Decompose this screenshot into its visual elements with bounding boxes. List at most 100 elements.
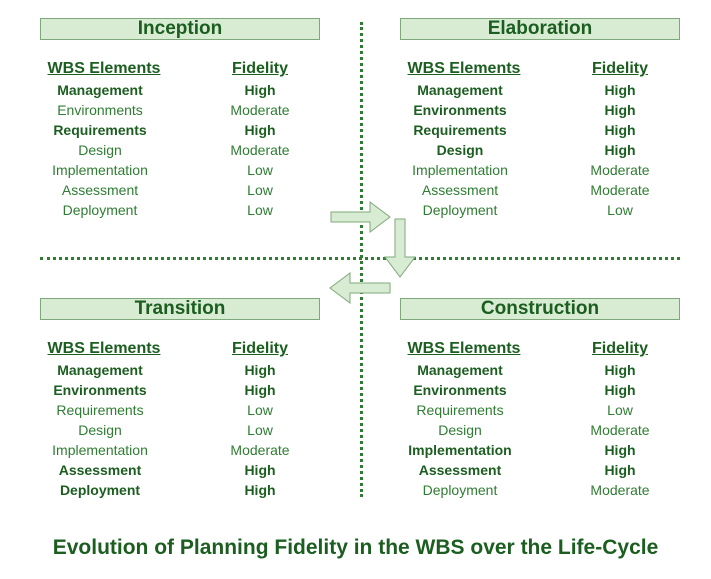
wbs-element: Requirements: [413, 122, 507, 138]
arrow-elaboration-to-construction: [384, 218, 416, 278]
table-row: Implementation Moderate: [40, 440, 320, 460]
table-row: Design Low: [40, 420, 320, 440]
fidelity-value: High: [604, 462, 636, 478]
table-row: Environments High: [40, 380, 320, 400]
fidelity-value: Moderate: [590, 162, 650, 178]
wbs-element: Requirements: [53, 122, 147, 138]
fidelity-value: High: [604, 102, 636, 118]
wbs-element: Management: [57, 362, 143, 378]
wbs-element: Deployment: [62, 202, 138, 218]
table-row: Assessment Low: [40, 180, 320, 200]
wbs-element: Requirements: [416, 402, 504, 418]
table-row: Management High: [400, 80, 680, 100]
wbs-element: Implementation: [408, 442, 512, 458]
fidelity-value: High: [244, 482, 276, 498]
table-row: Deployment Low: [400, 200, 680, 220]
wbs-element: Environments: [53, 382, 147, 398]
fidelity-value: High: [604, 442, 636, 458]
phase-title: Elaboration: [400, 18, 680, 40]
wbs-element: Assessment: [418, 462, 502, 478]
wbs-element: Assessment: [61, 182, 139, 198]
table-row: Deployment Moderate: [400, 480, 680, 500]
table-row: Management High: [400, 360, 680, 380]
table-row: Management High: [40, 360, 320, 380]
fidelity-value: Moderate: [590, 422, 650, 438]
fidelity-value: Low: [247, 422, 273, 438]
column-header-fidelity: Fidelity: [591, 340, 648, 357]
fidelity-value: Low: [247, 182, 273, 198]
fidelity-value: High: [604, 382, 636, 398]
table-row: Requirements Low: [400, 400, 680, 420]
fidelity-value: Moderate: [230, 102, 290, 118]
wbs-element: Assessment: [58, 462, 142, 478]
table-row: Environments High: [400, 100, 680, 120]
fidelity-value: Moderate: [590, 182, 650, 198]
fidelity-value: High: [604, 122, 636, 138]
table-row: Assessment Moderate: [400, 180, 680, 200]
fidelity-value: Moderate: [230, 442, 290, 458]
table-row: Requirements Low: [40, 400, 320, 420]
horizontal-divider: [40, 257, 680, 260]
fidelity-value: Low: [607, 202, 633, 218]
table-row: Deployment High: [40, 480, 320, 500]
fidelity-value: High: [244, 462, 276, 478]
wbs-element: Assessment: [421, 182, 499, 198]
fidelity-value: High: [244, 382, 276, 398]
fidelity-value: Low: [607, 402, 633, 418]
fidelity-value: Moderate: [230, 142, 290, 158]
wbs-element: Implementation: [52, 442, 148, 458]
table-row: Assessment High: [40, 460, 320, 480]
fidelity-value: Low: [247, 162, 273, 178]
column-header-fidelity: Fidelity: [591, 60, 648, 77]
table-row: Environments High: [400, 380, 680, 400]
wbs-element: Management: [417, 82, 503, 98]
table-row: Implementation High: [400, 440, 680, 460]
wbs-element: Implementation: [412, 162, 508, 178]
table-row: Environments Moderate: [40, 100, 320, 120]
fidelity-value: High: [244, 122, 276, 138]
fidelity-value: High: [604, 362, 636, 378]
wbs-element: Environments: [57, 102, 143, 118]
column-header-wbs-elements: WBS Elements: [407, 60, 521, 77]
fidelity-value: High: [604, 82, 636, 98]
table-row: Assessment High: [400, 460, 680, 480]
table-row: Design High: [400, 140, 680, 160]
arrow-inception-to-elaboration: [330, 201, 391, 233]
column-header-wbs-elements: WBS Elements: [47, 60, 161, 77]
table-row: Design Moderate: [400, 420, 680, 440]
wbs-element: Implementation: [52, 162, 148, 178]
table-row: Management High: [40, 80, 320, 100]
fidelity-value: High: [244, 362, 276, 378]
arrow-construction-to-transition: [329, 272, 391, 304]
column-header-fidelity: Fidelity: [231, 340, 288, 357]
phase-title: Inception: [40, 18, 320, 40]
table-row: Requirements High: [40, 120, 320, 140]
wbs-element: Management: [57, 82, 143, 98]
table-row: Implementation Low: [40, 160, 320, 180]
phase-title: Transition: [40, 298, 320, 320]
wbs-element: Deployment: [422, 482, 498, 498]
column-header-wbs-elements: WBS Elements: [407, 340, 521, 357]
table-row: Requirements High: [400, 120, 680, 140]
table-row: Deployment Low: [40, 200, 320, 220]
fidelity-value: Moderate: [590, 482, 650, 498]
fidelity-value: Low: [247, 402, 273, 418]
wbs-element: Deployment: [422, 202, 498, 218]
wbs-element: Design: [438, 422, 482, 438]
wbs-element: Design: [436, 142, 484, 158]
column-header-wbs-elements: WBS Elements: [47, 340, 161, 357]
wbs-element: Environments: [413, 382, 507, 398]
wbs-element: Deployment: [59, 482, 141, 498]
table-row: Design Moderate: [40, 140, 320, 160]
table-row: Implementation Moderate: [400, 160, 680, 180]
wbs-element: Design: [78, 142, 122, 158]
fidelity-value: Low: [247, 202, 273, 218]
wbs-element: Environments: [413, 102, 507, 118]
wbs-element: Design: [78, 422, 122, 438]
column-header-fidelity: Fidelity: [231, 60, 288, 77]
wbs-element: Management: [417, 362, 503, 378]
fidelity-value: High: [244, 82, 276, 98]
phase-title: Construction: [400, 298, 680, 320]
figure-caption: Evolution of Planning Fidelity in the WB…: [52, 536, 659, 559]
